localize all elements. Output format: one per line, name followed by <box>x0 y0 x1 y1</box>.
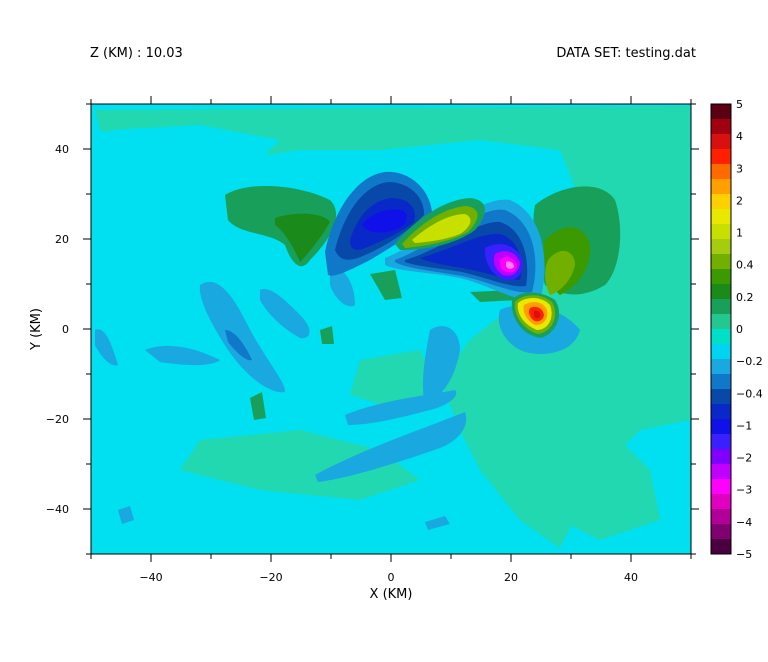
colorbar-swatch <box>711 254 731 270</box>
colorbar-swatch <box>711 449 731 465</box>
colorbar-swatch <box>711 434 731 450</box>
contour-region <box>180 430 420 500</box>
colorbar-label: −1 <box>736 419 752 432</box>
colorbar-label: −0.2 <box>736 355 763 368</box>
contour-region <box>225 330 252 361</box>
y-axis-label: Y (KM) <box>29 308 44 351</box>
colorbar-label: 5 <box>736 98 743 111</box>
x-axis-label: X (KM) <box>370 587 413 602</box>
colorbar-swatch <box>711 134 731 150</box>
contour-region <box>199 281 285 393</box>
colorbar-swatch <box>711 419 731 435</box>
axes: −40 −20 0 20 40 −40 −20 0 20 40 <box>46 96 699 584</box>
contour-region <box>275 213 330 262</box>
contour-region <box>95 125 280 460</box>
colorbar-label: 3 <box>736 162 743 175</box>
colorbar-label: −4 <box>736 516 752 529</box>
contour-region <box>362 209 407 233</box>
colorbar-swatch <box>711 194 731 210</box>
colorbar-label: 0 <box>736 323 743 336</box>
colorbar-swatch <box>711 479 731 495</box>
colorbar-frame <box>710 103 732 555</box>
colorbar-label: −5 <box>736 548 752 561</box>
colorbar-label: −3 <box>736 484 752 497</box>
colorbar-swatch <box>711 404 731 420</box>
contour-region <box>534 310 541 319</box>
contour-region <box>370 270 402 300</box>
contour-region <box>260 289 310 339</box>
colorbar-swatch <box>711 374 731 390</box>
colorbar-swatch <box>711 509 731 525</box>
colorbar-label: 0.4 <box>736 259 754 272</box>
contour-region <box>118 506 134 524</box>
colorbar-label: −2 <box>736 452 752 465</box>
colorbar-swatch <box>711 539 731 555</box>
colorbar-swatch <box>711 524 731 540</box>
colorbar-swatch <box>711 299 731 315</box>
x-tick-label: 0 <box>388 571 395 584</box>
colorbar-swatch <box>711 119 731 135</box>
contour-region <box>545 250 575 295</box>
colorbar-swatch <box>711 329 731 345</box>
contour-region <box>315 412 467 482</box>
colorbar-swatch <box>711 314 731 330</box>
colorbar-swatch <box>711 494 731 510</box>
colorbar-swatch <box>711 464 731 480</box>
colorbar-label: −0.4 <box>736 387 763 400</box>
colorbar-swatch <box>711 344 731 360</box>
colorbar-swatch <box>711 284 731 300</box>
contour-region <box>506 261 514 269</box>
contour-region <box>330 267 355 307</box>
colorbar-label: 1 <box>736 227 743 240</box>
colorbar: 5 4 3 2 1 0.4 0.2 0 −0.2 −0.4 −1 −2 −3 −4 −5 <box>710 98 763 561</box>
colorbar-label: 2 <box>736 194 743 207</box>
colorbar-swatch <box>711 149 731 165</box>
x-tick-label: 40 <box>624 571 638 584</box>
y-tick-label: 40 <box>55 143 69 156</box>
contour-region <box>422 326 460 402</box>
x-tick-label: −40 <box>139 571 162 584</box>
colorbar-swatch <box>711 209 731 225</box>
colorbar-swatch <box>711 164 731 180</box>
colorbar-swatch <box>711 224 731 240</box>
y-tick-label: −40 <box>46 503 69 516</box>
colorbar-swatch <box>711 239 731 255</box>
contour-region <box>95 329 118 366</box>
y-tick-label: −20 <box>46 413 69 426</box>
colorbar-label: 4 <box>736 130 743 143</box>
contour-region <box>425 516 450 530</box>
contour-field <box>91 104 691 554</box>
contour-region <box>350 350 440 410</box>
colorbar-swatch <box>711 179 731 195</box>
z-level-label: Z (KM) : 10.03 <box>90 46 183 61</box>
x-tick-label: −20 <box>259 571 282 584</box>
dataset-label: DATA SET: testing.dat <box>556 46 696 61</box>
y-tick-label: 20 <box>55 233 69 246</box>
colorbar-swatch <box>711 359 731 375</box>
contour-region <box>145 345 220 366</box>
contour-region <box>412 214 471 243</box>
colorbar-swatch <box>711 389 731 405</box>
x-tick-label: 20 <box>504 571 518 584</box>
colorbar-swatch <box>711 104 731 120</box>
contour-region <box>320 326 334 344</box>
y-tick-label: 0 <box>62 323 69 336</box>
contour-region <box>250 392 266 420</box>
colorbar-label: 0.2 <box>736 291 754 304</box>
contour-region <box>500 390 660 540</box>
colorbar-swatch <box>711 269 731 285</box>
